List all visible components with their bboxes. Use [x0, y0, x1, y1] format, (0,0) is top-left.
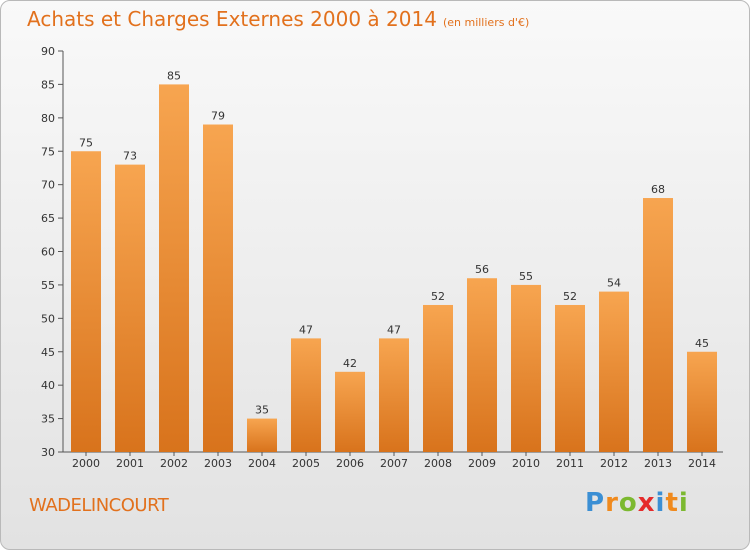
chart-subtitle: (en milliers d'€) [442, 16, 530, 29]
bar [115, 164, 145, 452]
bar-value-label: 68 [651, 183, 665, 196]
x-tick-label: 2014 [688, 457, 716, 470]
logo-letter: r [605, 488, 619, 518]
bar-value-label: 52 [563, 290, 577, 303]
x-tick-label: 2011 [556, 457, 584, 470]
y-tick-label: 50 [41, 312, 55, 325]
logo-letter: t [665, 488, 679, 518]
y-tick-label: 40 [41, 379, 55, 392]
y-tick-label: 35 [41, 413, 55, 426]
y-tick-label: 80 [41, 112, 55, 125]
bar-value-label: 79 [211, 110, 225, 123]
bar [159, 84, 189, 453]
x-tick-label: 2005 [292, 457, 320, 470]
bar [291, 338, 321, 452]
chart-title: Achats et Charges Externes 2000 à 2014 (e… [27, 7, 529, 31]
bar [335, 371, 365, 452]
bar-value-label: 45 [695, 337, 709, 350]
bar-value-label: 75 [79, 136, 93, 149]
x-tick-label: 2008 [424, 457, 452, 470]
x-tick-label: 2006 [336, 457, 364, 470]
x-tick-label: 2012 [600, 457, 628, 470]
bar-value-label: 73 [123, 150, 137, 163]
x-tick-label: 2000 [72, 457, 100, 470]
logo-letter: o [618, 488, 638, 518]
y-tick-label: 45 [41, 346, 55, 359]
bar-value-label: 85 [167, 69, 181, 82]
bar-value-label: 47 [387, 323, 401, 336]
bar [599, 291, 629, 452]
bar-value-label: 56 [475, 263, 489, 276]
proxiti-logo: Proxiti [585, 488, 689, 518]
y-tick-label: 65 [41, 212, 55, 225]
y-tick-label: 75 [41, 145, 55, 158]
x-tick-label: 2004 [248, 457, 276, 470]
y-tick-label: 70 [41, 179, 55, 192]
logo-letter: i [678, 488, 689, 518]
y-tick-label: 85 [41, 78, 55, 91]
x-tick-label: 2002 [160, 457, 188, 470]
bar [643, 198, 673, 452]
bar [379, 338, 409, 452]
bar [247, 418, 277, 452]
bar-value-label: 42 [343, 357, 357, 370]
logo-letter: x [637, 488, 656, 518]
logo-letter: i [655, 488, 666, 518]
bar [71, 151, 101, 452]
commune-name: WADELINCOURT [29, 495, 169, 516]
bar [687, 351, 717, 452]
bar-value-label: 54 [607, 277, 621, 290]
y-tick-label: 30 [41, 446, 55, 459]
bar [511, 284, 541, 452]
chart-title-main: Achats et Charges Externes 2000 à 2014 [27, 7, 437, 31]
bar [423, 304, 453, 452]
bar-value-label: 55 [519, 270, 533, 283]
bar-value-label: 47 [299, 323, 313, 336]
y-tick-label: 60 [41, 246, 55, 259]
x-tick-label: 2007 [380, 457, 408, 470]
bar-value-label: 52 [431, 290, 445, 303]
x-tick-label: 2010 [512, 457, 540, 470]
bar-value-label: 35 [255, 404, 269, 417]
bar [555, 304, 585, 452]
x-tick-label: 2001 [116, 457, 144, 470]
x-tick-label: 2003 [204, 457, 232, 470]
logo-letter: P [585, 488, 606, 518]
x-tick-label: 2009 [468, 457, 496, 470]
bar [467, 278, 497, 452]
y-tick-label: 55 [41, 279, 55, 292]
y-tick-label: 90 [41, 45, 55, 58]
x-tick-label: 2013 [644, 457, 672, 470]
bar [203, 124, 233, 453]
